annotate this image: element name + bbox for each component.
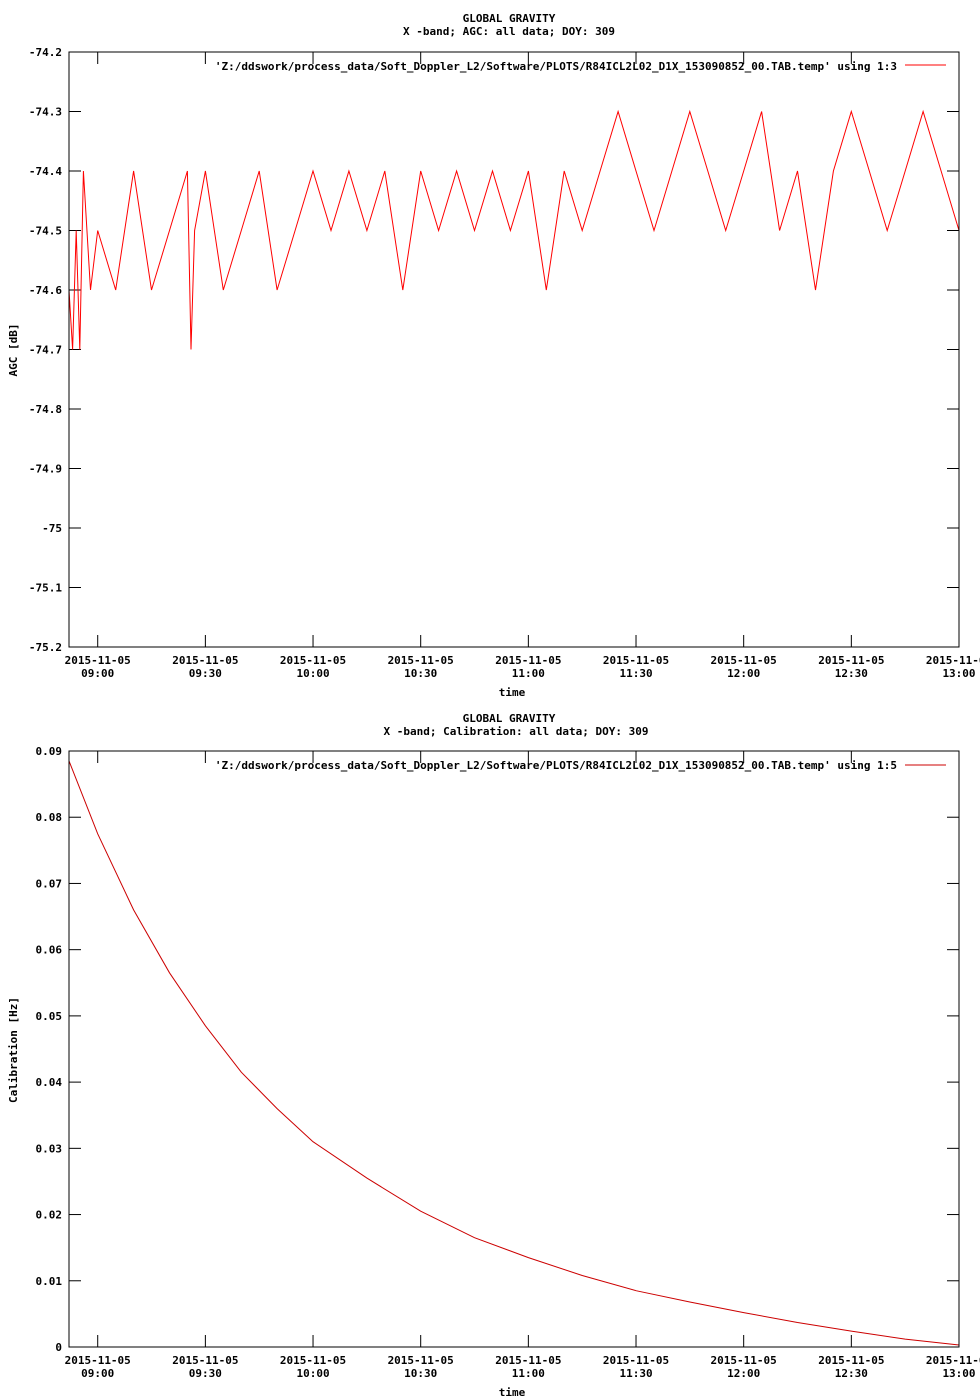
agc-chart-title: GLOBAL GRAVITY: [463, 12, 556, 25]
calibration-x-tick-date: 2015-11-05: [603, 1354, 669, 1367]
calibration-x-tick-date: 2015-11-05: [926, 1354, 980, 1367]
agc-y-tick-label: -75: [42, 522, 62, 535]
agc-y-tick-label: -74.8: [29, 403, 62, 416]
agc-y-tick-label: -74.3: [29, 106, 62, 119]
agc-x-axis-label: time: [499, 686, 526, 699]
calibration-y-tick-label: 0.05: [36, 1010, 63, 1023]
agc-y-tick-label: -75.2: [29, 641, 62, 654]
calibration-x-tick-time: 12:00: [727, 1367, 760, 1380]
calibration-x-tick-time: 11:30: [619, 1367, 652, 1380]
calibration-y-tick-label: 0.04: [36, 1076, 63, 1089]
calibration-x-tick-time: 12:30: [835, 1367, 868, 1380]
calibration-x-tick-labels: 2015-11-0509:002015-11-0509:302015-11-05…: [65, 1354, 980, 1380]
agc-legend: 'Z:/ddswork/process_data/Soft_Doppler_L2…: [215, 60, 946, 73]
agc-chart-subtitle: X -band; AGC: all data; DOY: 309: [403, 25, 615, 38]
agc-y-tick-label: -75.1: [29, 582, 62, 595]
agc-x-tick-time: 11:00: [512, 667, 545, 680]
agc-x-tick-date: 2015-11-05: [818, 654, 884, 667]
calibration-x-tick-time: 11:00: [512, 1367, 545, 1380]
agc-x-tick-date: 2015-11-05: [711, 654, 777, 667]
agc-grid-ticks: [69, 51, 960, 648]
agc-legend-label: 'Z:/ddswork/process_data/Soft_Doppler_L2…: [215, 60, 897, 73]
calibration-x-tick-date: 2015-11-05: [818, 1354, 884, 1367]
agc-y-tick-labels: -74.2 -74.3 -74.4 -74.5 -74.6 -74.7 -74.8 -74.9…: [29, 46, 62, 654]
agc-x-tick-date: 2015-11-05: [603, 654, 669, 667]
agc-x-tick-date: 2015-11-05: [280, 654, 346, 667]
agc-x-tick-date: 2015-11-05: [388, 654, 454, 667]
calibration-x-tick-date: 2015-11-05: [388, 1354, 454, 1367]
calibration-x-tick-date: 2015-11-05: [65, 1354, 131, 1367]
agc-x-tick-time: 12:30: [835, 667, 868, 680]
agc-y-tick-label: -74.4: [29, 165, 62, 178]
calibration-x-tick-date: 2015-11-05: [280, 1354, 346, 1367]
calibration-y-tick-label: 0.06: [36, 944, 63, 957]
agc-x-tick-date: 2015-11-05: [926, 654, 980, 667]
agc-x-tick-time: 10:00: [296, 667, 329, 680]
agc-y-tick-label: -74.2: [29, 46, 62, 59]
calibration-y-tick-label: 0: [55, 1341, 62, 1354]
agc-axis-frame: [68, 51, 960, 648]
calibration-y-tick-label: 0.07: [36, 877, 63, 890]
calibration-y-tick-label: 0.01: [36, 1275, 63, 1288]
agc-y-tick-label: -74.9: [29, 463, 62, 476]
calibration-y-tick-labels: 0.09 0.08 0.07 0.06 0.05 0.04 0.03 0.02 0.01 0: [36, 745, 63, 1354]
calibration-legend: 'Z:/ddswork/process_data/Soft_Doppler_L2…: [215, 759, 946, 772]
calibration-legend-label: 'Z:/ddswork/process_data/Soft_Doppler_L2…: [215, 759, 897, 772]
agc-x-tick-date: 2015-11-05: [172, 654, 238, 667]
agc-x-tick-time: 10:30: [404, 667, 437, 680]
calibration-x-tick-date: 2015-11-05: [711, 1354, 777, 1367]
agc-x-tick-time: 12:00: [727, 667, 760, 680]
calibration-x-tick-time: 10:00: [296, 1367, 329, 1380]
calibration-y-axis-label: Calibration [Hz]: [7, 997, 20, 1103]
agc-y-tick-label: -74.7: [29, 344, 62, 357]
agc-x-tick-time: 09:30: [189, 667, 222, 680]
agc-x-tick-time: 09:00: [81, 667, 114, 680]
calibration-x-tick-date: 2015-11-05: [172, 1354, 238, 1367]
calibration-x-tick-date: 2015-11-05: [495, 1354, 561, 1367]
calibration-y-tick-label: 0.03: [36, 1142, 63, 1155]
agc-series-line: [68, 109, 960, 350]
agc-plot-area: [68, 109, 960, 350]
agc-x-tick-labels: 2015-11-0509:002015-11-0509:302015-11-05…: [65, 654, 980, 680]
calibration-x-tick-time: 10:30: [404, 1367, 437, 1380]
calibration-x-axis-label: time: [499, 1386, 526, 1399]
agc-x-tick-date: 2015-11-05: [65, 654, 131, 667]
calibration-series-line: [68, 760, 960, 1346]
calibration-grid-ticks: [69, 750, 960, 1348]
agc-x-tick-time: 13:00: [942, 667, 975, 680]
agc-x-tick-time: 11:30: [619, 667, 652, 680]
calibration-y-tick-label: 0.02: [36, 1209, 63, 1222]
calibration-y-tick-label: 0.08: [36, 811, 63, 824]
calibration-chart: GLOBAL GRAVITY X -band; Calibration: all…: [7, 712, 980, 1399]
calibration-x-tick-time: 13:00: [942, 1367, 975, 1380]
calibration-chart-title: GLOBAL GRAVITY: [463, 712, 556, 725]
agc-y-tick-label: -74.5: [29, 225, 62, 238]
agc-x-tick-date: 2015-11-05: [495, 654, 561, 667]
calibration-x-tick-time: 09:00: [81, 1367, 114, 1380]
calibration-axis-frame: [68, 750, 960, 1348]
agc-y-tick-label: -74.6: [29, 284, 62, 297]
calibration-x-tick-time: 09:30: [189, 1367, 222, 1380]
agc-chart: GLOBAL GRAVITY X -band; AGC: all data; D…: [7, 12, 980, 699]
calibration-chart-subtitle: X -band; Calibration: all data; DOY: 309: [384, 725, 649, 738]
agc-y-axis-label: AGC [dB]: [7, 324, 20, 377]
calibration-y-tick-label: 0.09: [36, 745, 63, 758]
calibration-plot-area: [68, 760, 960, 1346]
